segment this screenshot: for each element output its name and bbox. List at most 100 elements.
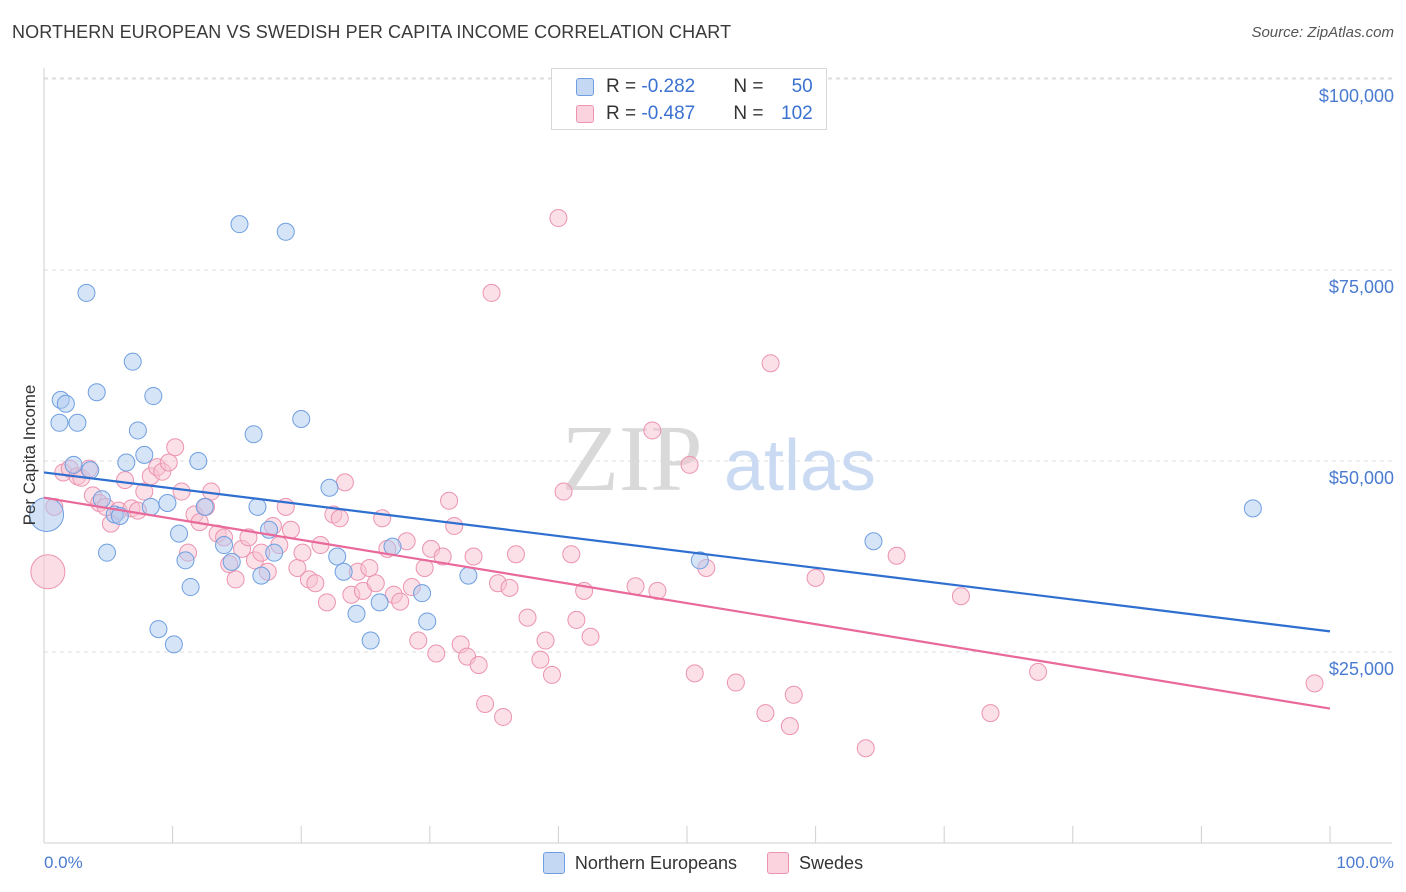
data-point: [164, 635, 183, 654]
r-label: R =: [606, 103, 642, 124]
grid-lines: [44, 77, 1392, 653]
data-point: [383, 537, 402, 556]
n-label: N =: [733, 103, 769, 124]
data-point: [864, 532, 883, 551]
data-point: [626, 577, 645, 596]
stats-legend: R = -0.282 N = 50 R = -0.487 N = 102: [551, 68, 827, 130]
data-point: [141, 497, 160, 516]
data-point: [500, 578, 519, 597]
watermark-atlas: atlas: [724, 426, 876, 506]
legend-item-northern-europeans[interactable]: Northern Europeans: [542, 852, 738, 874]
data-point: [1029, 662, 1048, 681]
data-point: [784, 685, 803, 704]
data-point: [144, 387, 163, 406]
data-point: [239, 528, 258, 547]
data-point: [887, 546, 906, 565]
data-point: [562, 545, 581, 564]
y-tick-75000: $75,000: [1328, 277, 1394, 297]
data-point: [464, 547, 483, 566]
northern-europeans-points: [29, 215, 1262, 654]
n-value: 102: [781, 103, 813, 124]
data-point: [149, 620, 168, 639]
data-point: [494, 707, 513, 726]
data-point: [951, 587, 970, 606]
data-point: [531, 650, 550, 669]
data-point: [1305, 674, 1324, 693]
data-point: [440, 491, 459, 510]
data-point: [518, 608, 537, 627]
source-label: Source: ZipAtlas.com: [1251, 24, 1394, 41]
data-point: [306, 574, 325, 593]
data-point: [116, 471, 135, 490]
data-point: [409, 631, 428, 650]
data-point: [856, 739, 875, 758]
data-point: [685, 664, 704, 683]
data-point: [276, 222, 295, 241]
data-point: [317, 593, 336, 612]
data-point: [366, 574, 385, 593]
data-point: [50, 413, 69, 432]
data-point: [30, 554, 66, 590]
y-tick-50000: $50,000: [1328, 468, 1394, 488]
legend-item-swedes[interactable]: Swedes: [767, 852, 863, 874]
data-point: [292, 409, 311, 428]
data-point: [77, 283, 96, 302]
data-point: [761, 354, 780, 373]
y-axis-label: Per Capita Income: [20, 384, 39, 526]
data-point: [81, 461, 100, 480]
data-point: [334, 562, 353, 581]
data-point: [170, 524, 189, 543]
data-point: [506, 545, 525, 564]
data-point: [265, 543, 284, 562]
data-point: [476, 694, 495, 713]
data-point: [189, 452, 208, 470]
data-point: [536, 631, 555, 650]
data-point: [806, 568, 825, 587]
data-point: [117, 453, 136, 472]
data-point: [248, 497, 267, 516]
data-point: [648, 581, 667, 600]
data-point: [195, 497, 214, 516]
northern-europeans-trend-line: [43, 471, 1331, 633]
data-point: [64, 455, 83, 474]
n-label: N =: [733, 76, 769, 97]
data-point: [981, 704, 1000, 723]
x-tick-min: 0.0%: [44, 853, 83, 872]
r-value: -0.282: [641, 76, 696, 97]
legend-label: Swedes: [799, 852, 864, 873]
data-point: [56, 394, 75, 413]
data-point: [87, 383, 106, 402]
data-point: [281, 520, 300, 539]
data-point: [166, 438, 185, 457]
data-point: [252, 566, 271, 585]
data-point: [244, 425, 263, 444]
r-label: R =: [606, 76, 642, 97]
x-tick-max: 100.0%: [1336, 853, 1394, 872]
data-point: [172, 482, 191, 501]
legend-label: Northern Europeans: [574, 852, 738, 873]
data-point: [427, 644, 446, 663]
data-point: [433, 547, 452, 566]
data-point: [459, 566, 478, 585]
data-point: [469, 655, 488, 674]
data-point: [413, 584, 432, 603]
data-point: [370, 593, 389, 612]
data-point: [347, 604, 366, 623]
data-point: [123, 352, 142, 371]
data-point: [135, 482, 154, 501]
axes: [43, 68, 1392, 844]
data-point: [135, 445, 154, 464]
data-point: [226, 570, 245, 589]
blue-swatch: [542, 852, 565, 874]
data-point: [361, 631, 380, 650]
data-point: [320, 478, 339, 497]
data-point: [549, 209, 568, 228]
data-point: [98, 543, 117, 562]
data-point: [335, 473, 354, 492]
data-point: [68, 413, 87, 432]
data-point: [680, 455, 699, 474]
data-point: [482, 283, 501, 302]
r-value: -0.487: [641, 103, 696, 124]
data-point: [690, 551, 709, 570]
data-point: [581, 627, 600, 646]
